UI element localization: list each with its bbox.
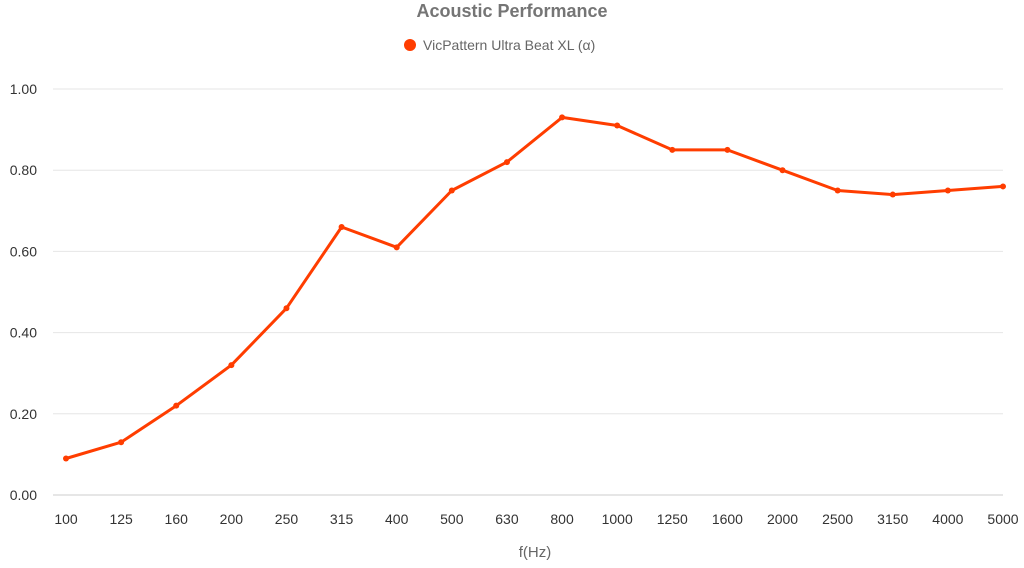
data-point[interactable]	[889, 191, 896, 198]
x-tick-label: 1250	[657, 511, 688, 527]
legend-marker	[404, 39, 416, 51]
data-point[interactable]	[614, 122, 621, 129]
y-tick-label: 0.20	[10, 406, 37, 422]
series-group	[63, 114, 1006, 462]
x-tick-label: 200	[220, 511, 244, 527]
data-point[interactable]	[1000, 183, 1006, 190]
y-axis-tick-labels: 0.00 0.20 0.40 0.60 0.80 1.00	[10, 81, 37, 503]
data-point[interactable]	[63, 455, 69, 462]
chart-title: Acoustic Performance	[416, 1, 607, 21]
series-line	[64, 115, 1005, 460]
x-tick-label: 2000	[767, 511, 798, 527]
data-point[interactable]	[834, 187, 841, 194]
x-tick-label: 315	[330, 511, 354, 527]
x-tick-label: 400	[385, 511, 409, 527]
x-tick-label: 250	[275, 511, 299, 527]
legend[interactable]: VicPattern Ultra Beat XL (α)	[404, 37, 595, 53]
data-point[interactable]	[228, 362, 235, 369]
y-tick-label: 0.80	[10, 162, 37, 178]
x-tick-label: 800	[550, 511, 574, 527]
data-point[interactable]	[173, 402, 180, 409]
x-tick-label: 1000	[602, 511, 633, 527]
x-tick-label: 2500	[822, 511, 853, 527]
data-point[interactable]	[944, 187, 951, 194]
y-tick-label: 0.00	[10, 487, 37, 503]
x-tick-label: 125	[109, 511, 133, 527]
data-point[interactable]	[669, 146, 676, 153]
data-point[interactable]	[118, 439, 125, 446]
data-point[interactable]	[503, 159, 510, 166]
x-tick-label: 1600	[712, 511, 743, 527]
data-point[interactable]	[283, 305, 290, 312]
x-tick-label: 4000	[932, 511, 963, 527]
data-point[interactable]	[393, 244, 400, 251]
x-tick-label: 3150	[877, 511, 908, 527]
gridlines	[53, 88, 1003, 415]
data-point[interactable]	[779, 167, 786, 174]
y-tick-label: 1.00	[10, 81, 37, 97]
x-axis-title: f(Hz)	[519, 544, 552, 561]
y-tick-label: 0.40	[10, 325, 37, 341]
x-tick-label: 5000	[987, 511, 1018, 527]
y-tick-label: 0.60	[10, 243, 37, 259]
legend-label: VicPattern Ultra Beat XL (α)	[423, 37, 595, 53]
x-axis-tick-labels: 100 125 160 200 250 315 400 500 630 800 1000 1250 16…	[54, 511, 1018, 527]
x-tick-label: 630	[495, 511, 519, 527]
data-point[interactable]	[724, 146, 731, 153]
x-tick-label: 500	[440, 511, 464, 527]
x-tick-label: 160	[165, 511, 189, 527]
data-point[interactable]	[448, 187, 455, 194]
data-point[interactable]	[338, 224, 345, 231]
x-tick-label: 100	[54, 511, 78, 527]
data-point[interactable]	[559, 114, 566, 121]
